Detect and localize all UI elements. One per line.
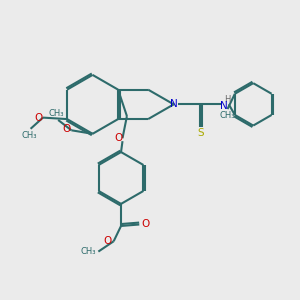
Text: H: H (224, 95, 231, 104)
Text: O: O (104, 236, 112, 246)
Text: CH₃: CH₃ (21, 131, 37, 140)
Text: O: O (141, 220, 149, 230)
Text: CH₃: CH₃ (80, 247, 96, 256)
Text: CH₃: CH₃ (49, 109, 64, 118)
Text: S: S (197, 128, 203, 138)
Text: N: N (170, 99, 178, 110)
Text: O: O (34, 112, 43, 123)
Text: N: N (220, 101, 228, 111)
Text: CH₃: CH₃ (220, 111, 235, 120)
Text: O: O (114, 133, 122, 143)
Text: O: O (63, 124, 71, 134)
